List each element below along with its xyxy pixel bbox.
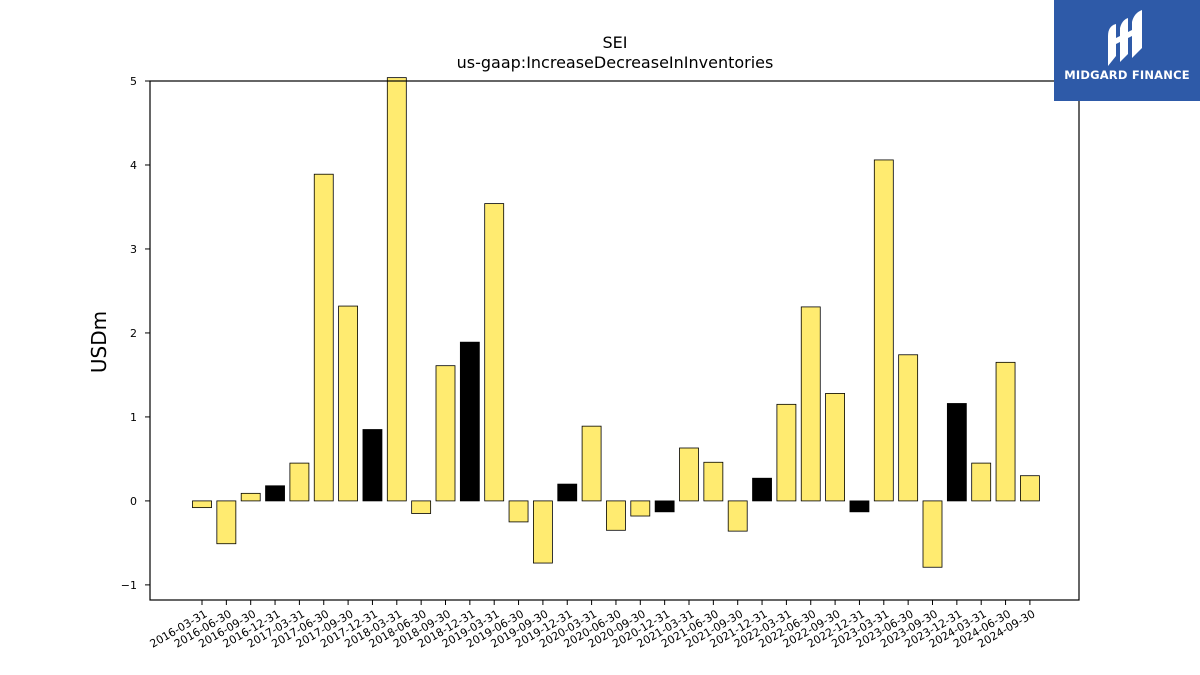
bar-2023-06-30 — [898, 354, 919, 502]
bar-2024-09-30 — [1020, 475, 1040, 502]
plot-frame — [149, 80, 1080, 601]
bar-2022-09-30 — [825, 393, 845, 502]
bar-2019-03-31 — [484, 203, 505, 502]
bar-2024-03-31 — [971, 462, 992, 502]
logo-text: MIDGARD FINANCE — [1064, 68, 1190, 82]
y-tick-label: 4 — [130, 159, 137, 172]
bar-2020-12-31 — [654, 500, 675, 513]
bar-2023-12-31 — [946, 403, 967, 502]
bar-2016-06-30 — [216, 500, 237, 545]
bar-2020-03-31 — [581, 425, 602, 502]
chart-subtitle: us-gaap:IncreaseDecreaseInInventories — [457, 53, 774, 72]
bar-2018-03-31 — [386, 77, 407, 502]
midgard-logo-icon — [1108, 10, 1142, 66]
y-tick-label: 0 — [130, 495, 137, 508]
bar-2016-09-30 — [240, 492, 261, 502]
bar-2017-03-31 — [289, 462, 310, 502]
y-tick-label: 1 — [130, 411, 137, 424]
bar-2018-09-30 — [435, 365, 456, 502]
y-axis-label: USDm — [87, 311, 111, 373]
bar-2021-03-31 — [679, 447, 699, 502]
bar-2018-12-31 — [459, 341, 480, 502]
y-tick-label: 5 — [130, 75, 137, 88]
bar-2023-03-31 — [873, 159, 894, 502]
bar-2019-09-30 — [533, 500, 553, 564]
bar-2021-12-31 — [752, 477, 772, 502]
bars — [192, 77, 1040, 568]
bar-2016-03-31 — [192, 500, 212, 509]
bar-2016-12-31 — [265, 485, 285, 502]
bar-2022-06-30 — [800, 306, 821, 502]
bar-2018-06-30 — [411, 500, 432, 514]
bar-2023-09-30 — [922, 500, 943, 568]
y-tick-label: −1 — [121, 579, 137, 592]
bar-2020-06-30 — [606, 500, 626, 531]
bar-2017-06-30 — [313, 173, 334, 502]
bar-2020-09-30 — [630, 500, 651, 517]
chart-title: SEI — [603, 33, 628, 52]
axis-ticks: 2016-03-312016-06-302016-09-302016-12-31… — [121, 75, 1038, 651]
bar-2021-06-30 — [703, 461, 724, 502]
bar-2022-12-31 — [849, 500, 870, 513]
midgard-finance-logo: MIDGARD FINANCE — [1054, 0, 1200, 101]
bar-2017-12-31 — [362, 429, 383, 502]
bar-2022-03-31 — [776, 403, 797, 502]
bar-2024-06-30 — [995, 361, 1016, 502]
bar-2017-09-30 — [338, 305, 359, 502]
bar-2019-06-30 — [508, 500, 529, 523]
y-tick-label: 3 — [130, 243, 137, 256]
bar-2021-09-30 — [727, 500, 748, 532]
y-tick-label: 2 — [130, 327, 137, 340]
bar-2019-12-31 — [557, 483, 578, 502]
